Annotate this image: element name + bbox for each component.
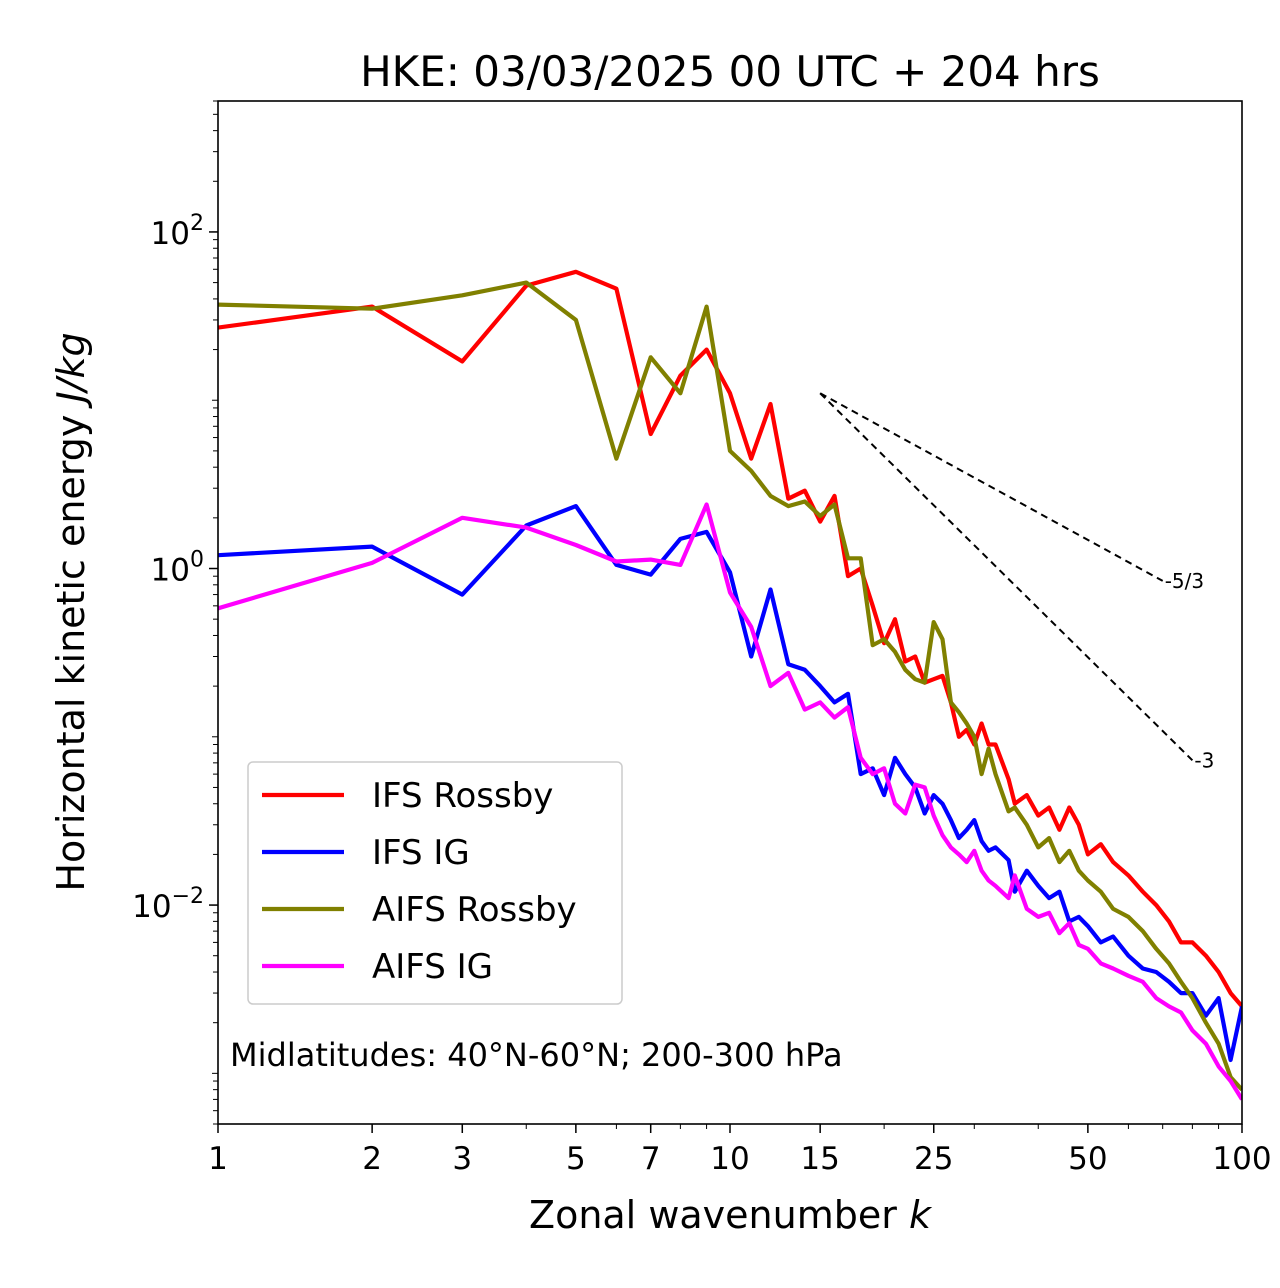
legend-label: IFS IG [372,833,470,873]
region-annotation: Midlatitudes: 40°N-60°N; 200-300 hPa [230,1036,843,1074]
x-tick-label: 15 [800,1141,839,1177]
series-line-ifs-ig [218,504,1242,1063]
reference-slope-line [819,392,1164,582]
y-tick-label: 100 [151,548,204,589]
series-line-aifs-rossby [218,280,1242,1092]
reference-slopes: -5/3 -3 [819,392,1214,772]
legend: IFS Rossby IFS IG AIFS Rossby AIFS IG [247,761,623,1005]
series-line-aifs-ig [218,502,1242,1101]
y-axis: 102 100 10−2 [132,100,218,1125]
legend-label: AIFS IG [372,947,493,987]
y-tick-label: 102 [151,211,204,252]
series-layer [218,269,1242,1101]
x-tick-label: 100 [1212,1141,1271,1177]
x-tick-label: 10 [710,1141,749,1177]
legend-label: AIFS Rossby [372,890,577,930]
x-tick-label: 7 [641,1141,661,1177]
reference-slope-label: -3 [1194,748,1214,772]
x-axis: 1 2 3 5 7 10 15 25 50 100 [208,1124,1272,1177]
chart-title: HKE: 03/03/2025 00 UTC + 204 hrs [360,47,1100,96]
x-tick-label: 50 [1068,1141,1107,1177]
x-tick-label: 3 [452,1141,472,1177]
x-tick-label: 2 [362,1141,382,1177]
reference-slope-label: -5/3 [1165,569,1204,593]
legend-label: IFS Rossby [372,776,553,816]
reference-slope-line [819,392,1194,761]
x-tick-label: 5 [566,1141,586,1177]
x-axis-label: Zonal wavenumber k [529,1193,933,1237]
x-tick-label: 1 [208,1141,228,1177]
series-line-ifs-rossby [218,269,1242,1008]
legend-box [247,761,623,1005]
y-tick-label: 10−2 [132,884,204,925]
y-axis-label: Horizontal kinetic energy J/kg [49,332,93,891]
x-tick-label: 25 [914,1141,953,1177]
